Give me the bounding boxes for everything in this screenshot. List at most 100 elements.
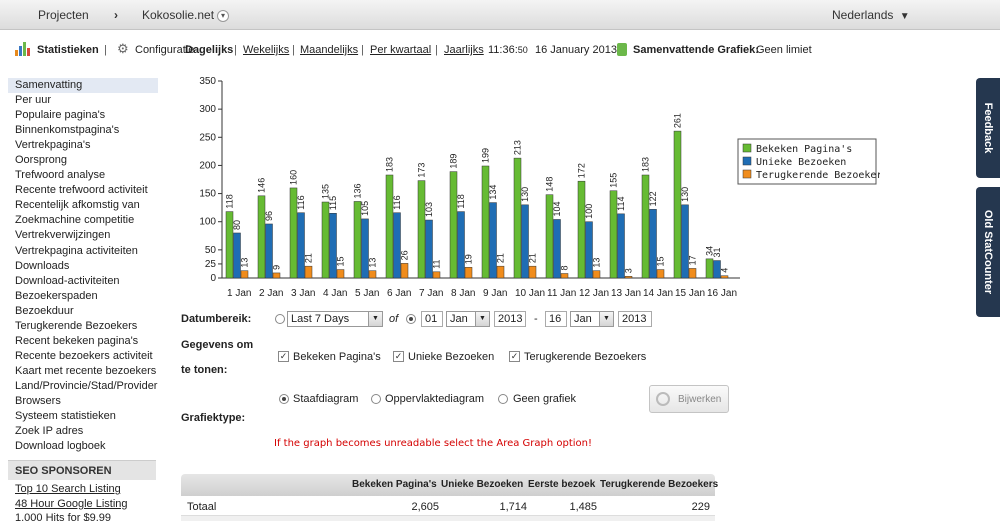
sidebar-item[interactable]: Populaire pagina's — [15, 109, 106, 122]
language-selector[interactable]: Nederlands ▼ — [832, 8, 910, 22]
sidebar-item[interactable]: Systeem statistieken — [15, 410, 116, 423]
custom-range-radio[interactable] — [406, 314, 416, 324]
column-header: Eerste bezoek — [528, 479, 596, 490]
tab-monthly[interactable]: Maandelijks — [300, 44, 359, 56]
bar — [449, 171, 458, 279]
sidebar-item[interactable]: Kaart met recente bezoekers — [15, 364, 157, 377]
sidebar-item[interactable]: Binnenkomstpagina's — [15, 124, 120, 137]
sidebar-item[interactable]: Oorsprong — [15, 154, 67, 167]
sidebar-item[interactable]: Browsers — [15, 394, 61, 407]
sidebar-item[interactable]: Zoekmachine competitie — [15, 214, 135, 227]
bar — [624, 276, 633, 279]
separator: | — [234, 44, 237, 56]
bar — [361, 218, 369, 279]
sidebar-item[interactable]: Recent bekeken pagina's — [15, 334, 139, 347]
data-label: 183 — [641, 157, 651, 172]
data-label: 100 — [584, 204, 594, 219]
data-label: 31 — [712, 248, 722, 258]
radio-area-chart[interactable] — [371, 394, 381, 404]
sidebar-item[interactable]: Samenvatting — [8, 78, 158, 94]
sidebar-item[interactable]: Bezoekduur — [15, 304, 74, 317]
range-select[interactable]: Last 7 Days ▼ — [287, 311, 383, 327]
sidebar-item[interactable]: Terugkerende Bezoekers — [15, 319, 138, 332]
summary-graph-value[interactable]: Geen limiet — [756, 44, 812, 56]
radio-no-chart-label: Geen grafiek — [513, 393, 576, 405]
data-label: 148 — [545, 177, 555, 192]
sidebar-item[interactable]: Downloads — [15, 259, 70, 272]
sidebar-item[interactable]: Recente bezoekers activiteit — [15, 349, 153, 362]
y-tick-label: 350 — [199, 76, 216, 87]
old-statcounter-tab[interactable]: Old StatCounter — [976, 187, 1000, 317]
time-hours-minutes: 11:36: — [488, 44, 518, 56]
bar — [553, 219, 561, 279]
cell-pages: 2,605 — [411, 501, 439, 513]
radio-bar-chart-label: Staafdiagram — [293, 393, 359, 405]
separator: | — [361, 44, 364, 56]
data-label: 3 — [624, 268, 634, 273]
sidebar-item[interactable]: Vertrekpagina's — [15, 139, 91, 152]
to-day-field[interactable]: 16 — [545, 311, 567, 327]
update-button[interactable]: Bijwerken — [649, 385, 729, 413]
projects-link[interactable]: Projecten — [38, 8, 89, 22]
preset-range-radio[interactable] — [275, 314, 285, 324]
to-month-select[interactable]: Jan ▼ — [570, 311, 614, 327]
tab-yearly[interactable]: Jaarlijks — [444, 44, 484, 56]
sidebar-item[interactable]: Trefwoord analyse — [15, 169, 106, 182]
x-tick-label: 11 Jan — [547, 288, 576, 299]
table-header: Bekeken Pagina's Unieke Bezoeken Eerste … — [181, 474, 718, 496]
sponsor-link[interactable]: Top 10 Search Listing — [15, 483, 121, 495]
bar — [592, 270, 601, 279]
sidebar-item[interactable]: Download logboek — [15, 440, 106, 453]
from-month-select[interactable]: Jan ▼ — [446, 311, 490, 327]
data-label: 103 — [424, 202, 434, 217]
sidebar-item[interactable]: Recente trefwoord activiteit — [15, 184, 148, 197]
bar — [641, 174, 650, 279]
data-label: 80 — [232, 220, 242, 230]
sidebar-item[interactable]: Zoek IP adres — [15, 425, 84, 438]
bar — [225, 211, 234, 279]
data-label: 17 — [688, 255, 698, 265]
radio-no-chart[interactable] — [498, 394, 508, 404]
checkbox-unique[interactable]: ✓ — [393, 351, 404, 362]
data-label: 9 — [272, 265, 282, 270]
sidebar-item[interactable]: Vertrekpagina activiteiten — [15, 244, 138, 257]
sponsor-link[interactable]: 1,000 Hits for $9.99 — [15, 512, 112, 521]
checkbox-unique-label: Unieke Bezoeken — [408, 351, 495, 363]
sidebar-item[interactable]: Recentelijk afkomstig van — [15, 199, 140, 212]
radio-bar-chart[interactable] — [279, 394, 289, 404]
configuration-link[interactable]: Configuratie — [135, 44, 195, 56]
sidebar-item[interactable]: Per uur — [15, 94, 52, 107]
bar — [240, 270, 249, 279]
bar — [265, 223, 273, 279]
data-label: 116 — [296, 195, 306, 209]
column-header: Bekeken Pagina's — [352, 479, 437, 490]
from-day-field[interactable]: 01 — [421, 311, 443, 327]
data-label: 199 — [481, 148, 491, 163]
checkbox-returning-label: Terugkerende Bezoekers — [524, 351, 647, 363]
to-year-field[interactable]: 2013 — [618, 311, 652, 327]
tab-weekly[interactable]: Wekelijks — [243, 44, 290, 56]
tab-quarterly[interactable]: Per kwartaal — [370, 44, 432, 56]
sidebar-item[interactable]: Vertrekverwijzingen — [15, 229, 111, 242]
checkbox-returning[interactable]: ✓ — [509, 351, 520, 362]
checkbox-pages[interactable]: ✓ — [278, 351, 289, 362]
sub-toolbar: Statistieken | ⚙ Configuratie Dagelijks … — [0, 38, 1000, 62]
statistics-link[interactable]: Statistieken — [37, 44, 99, 56]
x-tick-label: 7 Jan — [419, 288, 443, 299]
sponsor-link[interactable]: 48 Hour Google Listing — [15, 498, 128, 510]
date-range-label: Datumbereik: — [181, 313, 252, 325]
data-label: 261 — [673, 113, 683, 128]
sidebar-item[interactable]: Land/Provincie/Stad/Provider — [15, 379, 158, 392]
tab-daily[interactable]: Dagelijks — [185, 44, 234, 56]
project-selector[interactable]: Kokosolie.net ▾ — [142, 8, 230, 22]
from-year-field[interactable]: 2013 — [494, 311, 526, 327]
sidebar-item[interactable]: Bezoekerspaden — [15, 289, 98, 302]
bar — [297, 212, 305, 279]
top-navigation-bar: Projecten › Kokosolie.net ▾ Nederlands ▼ — [0, 0, 1000, 30]
bar — [720, 275, 729, 279]
sidebar-item[interactable]: Download-activiteiten — [15, 274, 120, 287]
feedback-tab[interactable]: Feedback — [976, 78, 1000, 178]
bar — [353, 201, 362, 279]
x-tick-label: 6 Jan — [387, 288, 411, 299]
